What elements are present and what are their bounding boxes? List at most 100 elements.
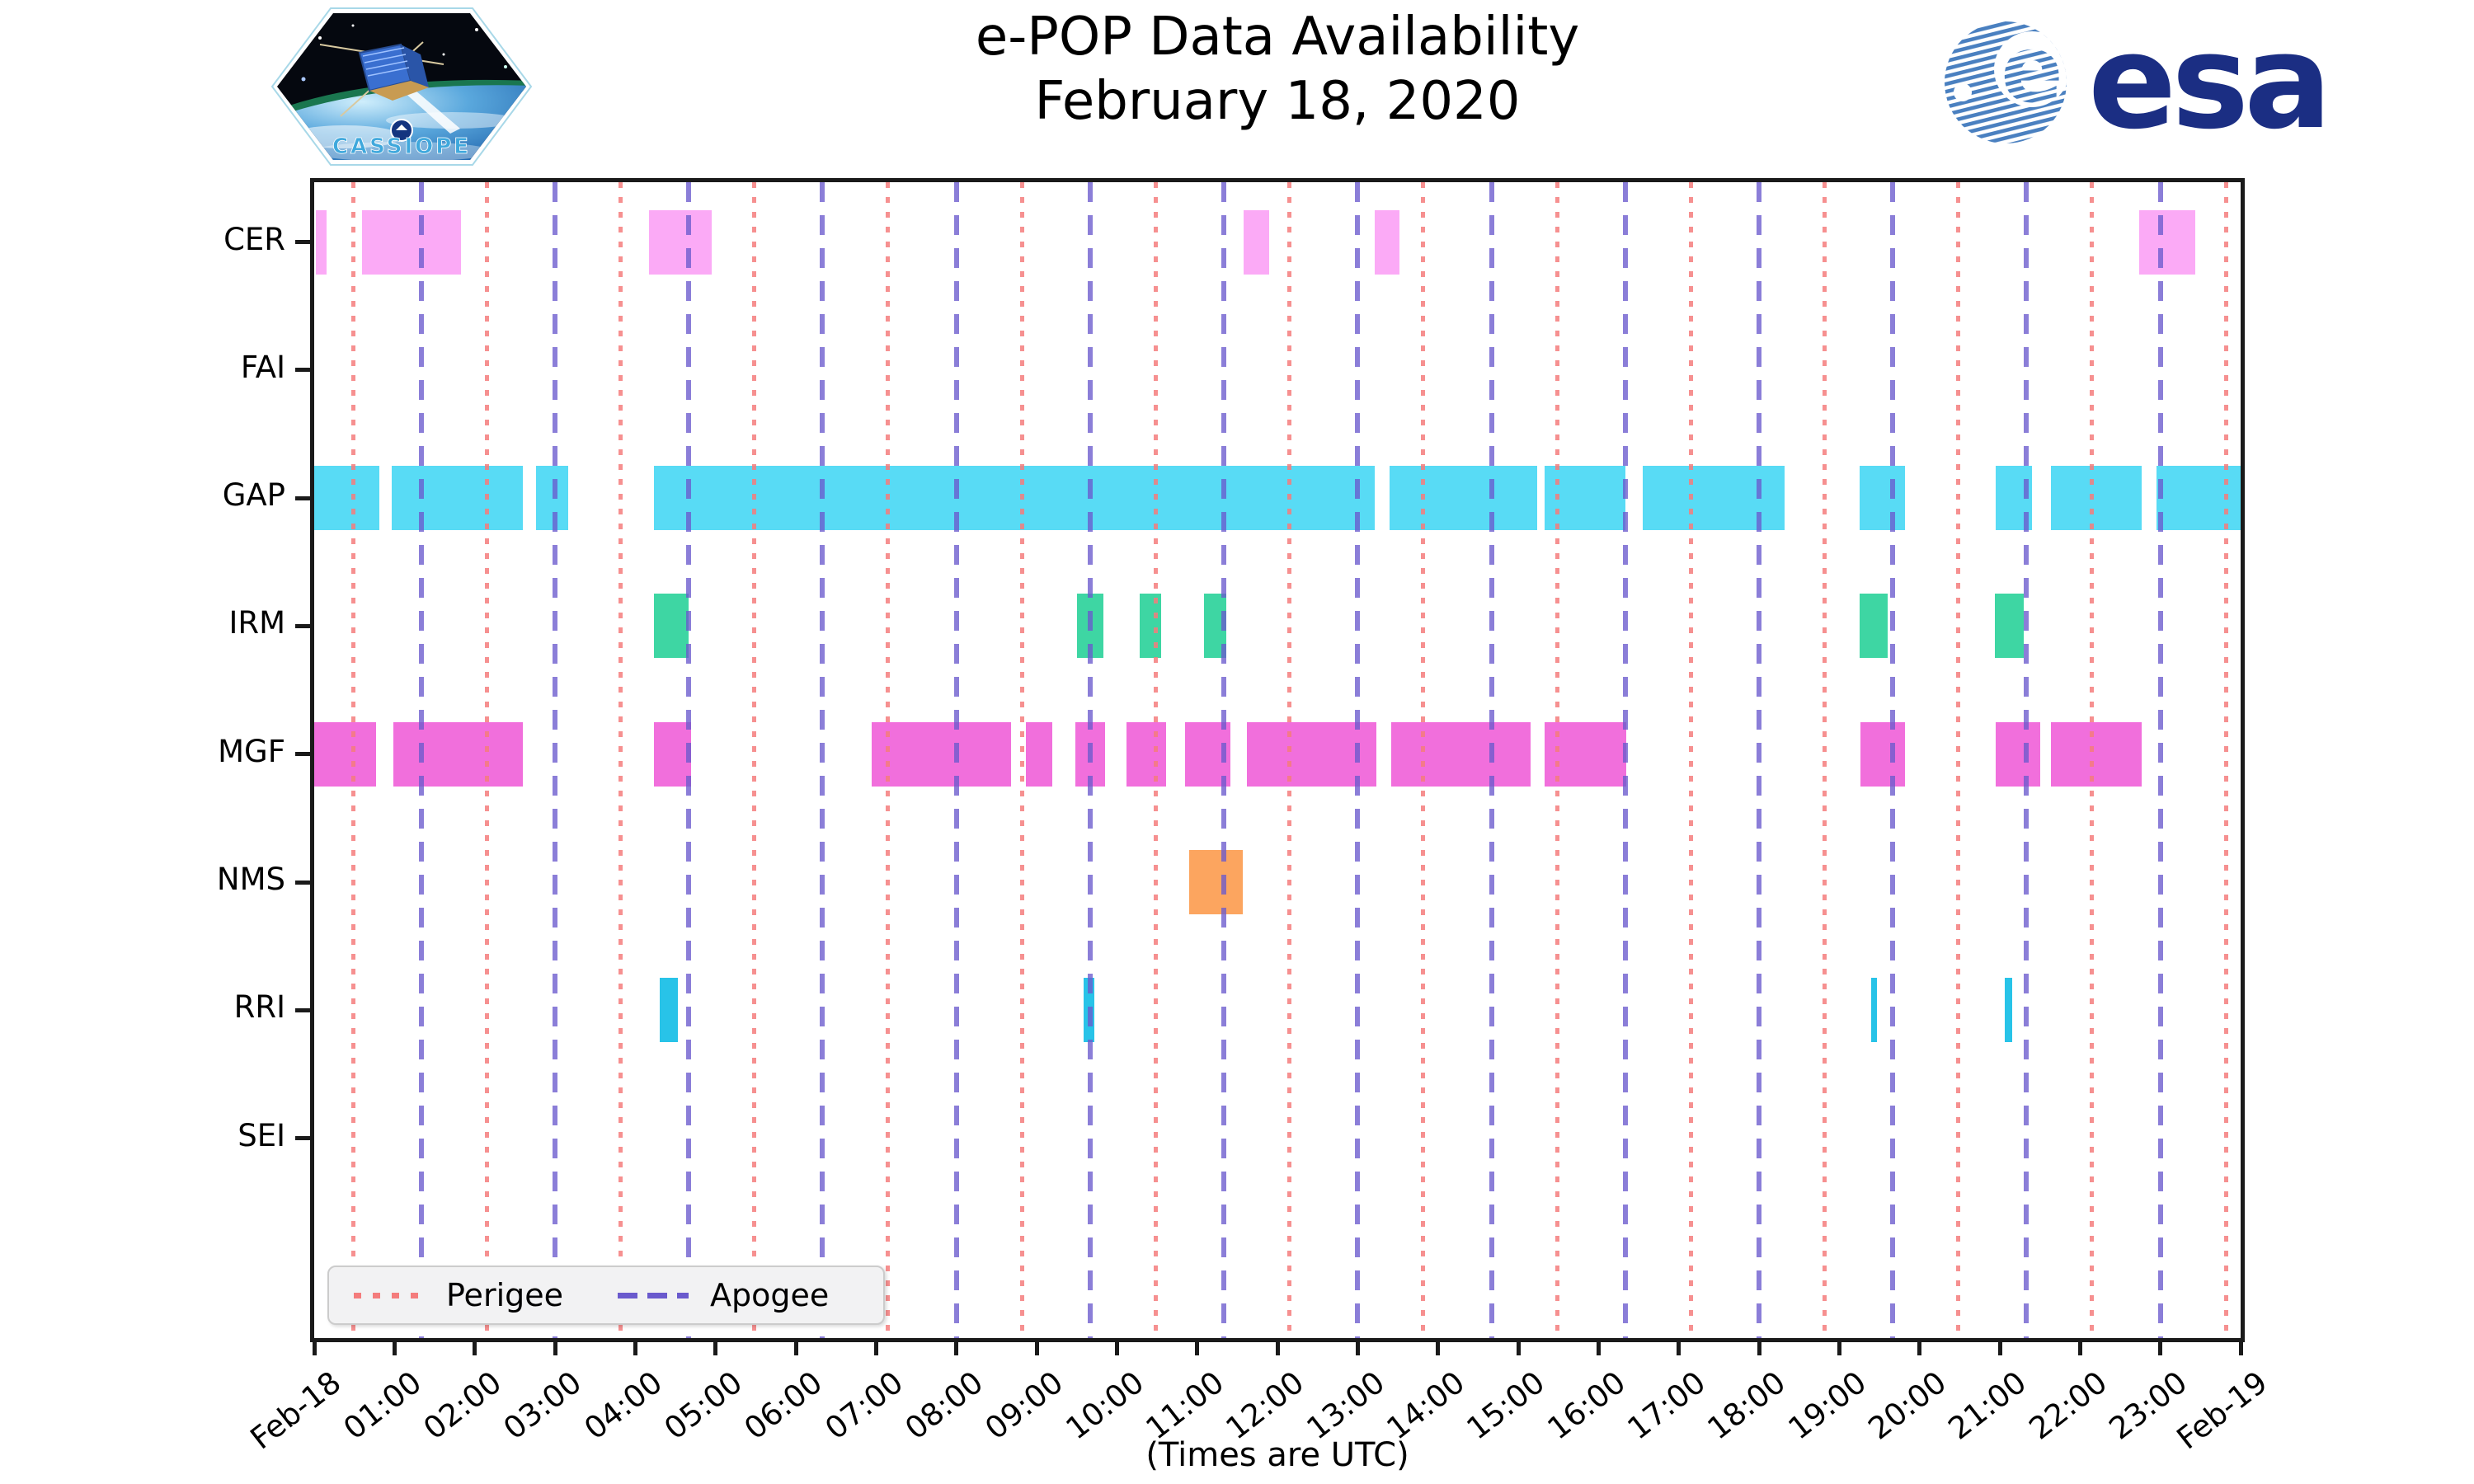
y-tick-label-irm: IRM (228, 605, 285, 641)
apogee-line (1221, 182, 1227, 1338)
availability-bar-mgf (1390, 721, 1531, 787)
apogee-line (1622, 182, 1628, 1338)
x-tick-label: 18:00 (1700, 1364, 1793, 1447)
availability-bar-irm (1994, 594, 2025, 659)
x-tick (473, 1342, 477, 1355)
x-tick (1436, 1342, 1441, 1355)
availability-bar-cer (315, 209, 327, 275)
availability-bar-cer (362, 209, 462, 275)
y-tick (295, 1007, 310, 1012)
apogee-line (553, 182, 557, 1338)
x-tick-label: 08:00 (898, 1364, 990, 1447)
x-tick-label: 16:00 (1540, 1364, 1632, 1447)
cassiope-patch-graphic: CASSIOPE (270, 7, 533, 166)
x-tick (2077, 1342, 2082, 1355)
x-tick-label: 03:00 (496, 1364, 589, 1447)
x-tick-label: 01:00 (336, 1364, 428, 1447)
y-tick-label-cer: CER (223, 221, 285, 257)
chart-title: e-POP Data Availability (975, 7, 1580, 68)
x-tick-label: 20:00 (1861, 1364, 1954, 1447)
apogee-line (418, 182, 424, 1338)
x-tick-label: 19:00 (1781, 1364, 1873, 1447)
availability-bar-gap (314, 466, 380, 531)
plot-area: Perigee Apogee (310, 178, 2245, 1342)
x-tick (873, 1342, 878, 1355)
esa-logo: e esa (1940, 7, 2352, 158)
availability-bar-gap (1859, 466, 1905, 531)
x-tick (1034, 1342, 1039, 1355)
perigee-line (2223, 182, 2228, 1338)
x-tick (1195, 1342, 1200, 1355)
x-tick-label: 04:00 (577, 1364, 669, 1447)
y-tick (295, 623, 310, 628)
availability-bar-rri (1871, 978, 1877, 1043)
availability-bar-cer (1244, 209, 1270, 275)
availability-bar-nms (1188, 850, 1243, 914)
availability-bar-mgf (1026, 721, 1053, 787)
x-tick-label: 12:00 (1219, 1364, 1311, 1447)
cassiope-mission-patch: CASSIOPE (270, 5, 533, 171)
perigee-line (1688, 182, 1693, 1338)
availability-bar-gap (654, 466, 1376, 531)
x-tick (1355, 1342, 1360, 1355)
perigee-line (350, 182, 355, 1338)
y-tick-label-mgf: MGF (218, 733, 285, 769)
perigee-line (1287, 182, 1292, 1338)
x-tick (1757, 1342, 1761, 1355)
chart-subtitle: February 18, 2020 (1034, 71, 1521, 133)
perigee-legend-swatch (354, 1292, 425, 1298)
perigee-line (2090, 182, 2095, 1338)
perigee-line (1153, 182, 1158, 1338)
perigee-line (886, 182, 891, 1338)
y-tick (295, 240, 310, 244)
x-tick-label: 21:00 (1941, 1364, 2034, 1447)
x-tick (1997, 1342, 2002, 1355)
esa-logo-graphic: e esa (1945, 7, 2332, 158)
apogee-line (1087, 182, 1093, 1338)
availability-bar-irm (1139, 594, 1161, 659)
availability-bar-rri (659, 978, 679, 1043)
apogee-line (1757, 182, 1761, 1338)
x-tick (1275, 1342, 1280, 1355)
y-tick (295, 880, 310, 885)
apogee-line (2157, 182, 2163, 1338)
availability-bar-mgf (872, 721, 1012, 787)
y-tick-label-fai: FAI (240, 349, 285, 385)
availability-bar-gap (392, 466, 524, 531)
availability-bar-cer (1375, 209, 1399, 275)
apogee-line (1355, 182, 1361, 1338)
x-tick (1596, 1342, 1601, 1355)
perigee-line (618, 182, 623, 1338)
x-tick (1114, 1342, 1119, 1355)
y-tick-label-sei: SEI (238, 1117, 285, 1153)
chart-title-block: e-POP Data Availability February 18, 202… (310, 5, 2245, 134)
apogee-line (1890, 182, 1896, 1338)
x-tick-label: 07:00 (818, 1364, 910, 1447)
x-tick (392, 1342, 397, 1355)
availability-bar-irm (1859, 594, 1888, 659)
x-tick-label: 05:00 (657, 1364, 750, 1447)
availability-bar-mgf (393, 721, 524, 787)
apogee-line (820, 182, 825, 1338)
apogee-line (953, 182, 959, 1338)
availability-bar-mgf (2050, 721, 2142, 787)
perigee-legend-label: Perigee (446, 1277, 563, 1313)
perigee-line (1554, 182, 1559, 1338)
x-tick (713, 1342, 718, 1355)
availability-bar-gap (536, 466, 569, 531)
availability-bar-mgf (314, 721, 376, 787)
x-tick-label: 22:00 (2022, 1364, 2114, 1447)
esa-globe: e (1945, 21, 2067, 143)
perigee-line (1421, 182, 1426, 1338)
legend: Perigee Apogee (327, 1266, 885, 1325)
x-tick (1917, 1342, 1922, 1355)
availability-bar-irm (654, 594, 689, 659)
y-tick (295, 1136, 310, 1141)
perigee-line (1019, 182, 1024, 1338)
availability-bar-cer (2138, 209, 2195, 275)
availability-bar-gap (2050, 466, 2142, 531)
availability-bar-mgf (1246, 721, 1377, 787)
x-tick-label: 09:00 (978, 1364, 1070, 1447)
y-tick (295, 495, 310, 500)
